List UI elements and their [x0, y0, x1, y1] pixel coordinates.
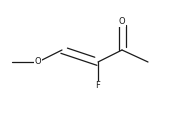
Text: O: O — [35, 57, 41, 67]
Text: O: O — [119, 17, 125, 27]
Text: F: F — [96, 82, 100, 91]
